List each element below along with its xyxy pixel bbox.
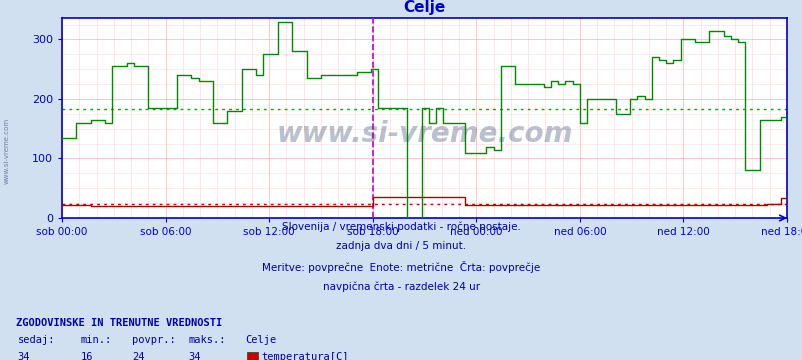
Text: Meritve: povprečne  Enote: metrične  Črta: povprečje: Meritve: povprečne Enote: metrične Črta:… (262, 261, 540, 273)
Text: min.:: min.: (80, 335, 111, 345)
Text: sedaj:: sedaj: (18, 335, 55, 345)
Text: 34: 34 (18, 352, 30, 360)
Text: www.si-vreme.com: www.si-vreme.com (3, 118, 10, 184)
Text: Celje: Celje (245, 335, 276, 345)
Text: navpična črta - razdelek 24 ur: navpična črta - razdelek 24 ur (322, 281, 480, 292)
Text: maks.:: maks.: (188, 335, 226, 345)
Title: Celje: Celje (403, 0, 445, 15)
Text: 24: 24 (132, 352, 145, 360)
Text: 34: 34 (188, 352, 201, 360)
Text: Slovenija / vremenski podatki - ročne postaje.: Slovenija / vremenski podatki - ročne po… (282, 222, 520, 232)
Text: 16: 16 (80, 352, 93, 360)
Text: www.si-vreme.com: www.si-vreme.com (276, 120, 572, 148)
Text: povpr.:: povpr.: (132, 335, 176, 345)
Text: zadnja dva dni / 5 minut.: zadnja dva dni / 5 minut. (336, 242, 466, 251)
Text: temperatura[C]: temperatura[C] (261, 352, 348, 360)
Text: ZGODOVINSKE IN TRENUTNE VREDNOSTI: ZGODOVINSKE IN TRENUTNE VREDNOSTI (16, 318, 222, 328)
